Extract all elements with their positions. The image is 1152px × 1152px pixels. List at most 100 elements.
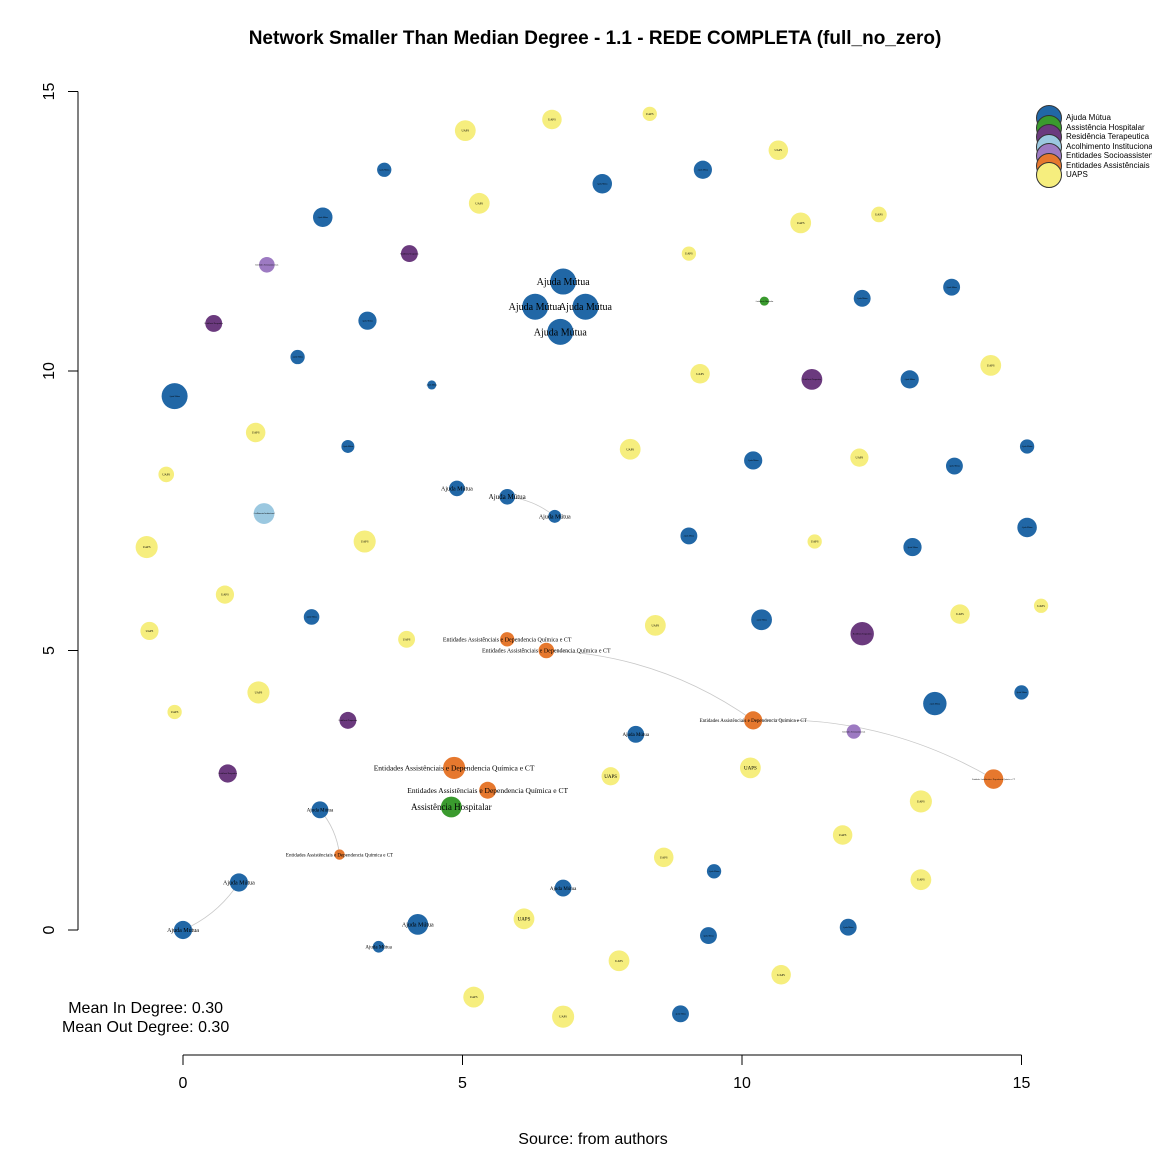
node-uaps: [140, 621, 159, 641]
node-ajuda-m-tua: [680, 527, 698, 545]
node-label: Ajuda Mútua: [317, 216, 328, 219]
node-label: Ajuda Mútua: [756, 618, 767, 621]
node-uaps: [601, 767, 620, 786]
node-label: UAPS: [361, 540, 369, 544]
node-label: UAPS: [171, 710, 179, 714]
node-ajuda-m-tua: [303, 609, 320, 625]
node-uaps: [463, 986, 485, 1008]
node-uaps: [832, 825, 853, 845]
node-entidades-assist-nciais-e-dependencia-qu-mica-e-ct: [500, 632, 515, 647]
node-label: Ajuda Mútua: [698, 168, 709, 171]
node-label: Entidades Assistênciais e Dependencia Qu…: [482, 649, 611, 655]
node-label: Residência Terapeutica: [204, 323, 223, 325]
node-uaps: [158, 466, 175, 483]
node-uaps: [690, 364, 710, 384]
node-ajuda-m-tua: [290, 349, 305, 365]
node-label: Entidades Socioassistenciais: [842, 731, 865, 733]
source-caption: Source: from authors: [518, 1131, 668, 1148]
node-label: UAPS: [660, 855, 668, 859]
node-uaps: [454, 120, 476, 142]
node-label: UAPS: [559, 1015, 567, 1019]
node-label: UAPS: [956, 612, 964, 616]
node-label: Ajuda Mútua: [1022, 445, 1033, 448]
node-label: Ajuda Mútua: [509, 302, 563, 313]
node-label: UAPS: [839, 833, 847, 837]
node-label: Ajuda Mútua: [292, 356, 303, 359]
node-ajuda-m-tua: [313, 207, 333, 228]
node-uaps: [353, 530, 376, 553]
node-label: Ajuda Mútua: [306, 616, 317, 619]
node-label: Ajuda Mútua: [946, 286, 957, 289]
node-ajuda-m-tua: [700, 927, 717, 945]
node-label: UAPS: [255, 690, 263, 694]
node-uaps: [739, 757, 761, 779]
network-edge: [753, 719, 994, 780]
node-label: Entidades Assistênciais e Dependencia Qu…: [972, 778, 1016, 781]
node-entidades-socioassistenciais: [259, 256, 275, 273]
node-uaps: [245, 422, 266, 443]
node-resid-ncia-terapeutica: [218, 764, 237, 783]
node-resid-ncia-terapeutica: [339, 711, 357, 729]
node-label: Ajuda Mútua: [904, 378, 915, 381]
node-ajuda-m-tua: [377, 162, 392, 177]
node-ajuda-m-tua: [173, 920, 193, 940]
node-uaps: [247, 681, 270, 704]
node-uaps: [552, 1005, 575, 1028]
node-entidades-assist-nciais-e-dependencia-qu-mica-e-ct: [538, 642, 555, 659]
node-label: Assistência Hospitalar: [411, 802, 492, 812]
node-label: Ajuda Mútua: [550, 887, 577, 892]
node-entidades-assist-nciais-e-dependencia-qu-mica-e-ct: [334, 849, 345, 860]
node-label: Ajuda Mútua: [559, 302, 613, 313]
nodes: [135, 106, 1049, 1028]
y-tick-label: 15: [41, 83, 58, 101]
node-ajuda-m-tua: [744, 451, 763, 470]
node-uaps: [681, 246, 697, 261]
node-ajuda-m-tua: [672, 1005, 689, 1023]
node-ajuda-m-tua: [548, 509, 562, 523]
node-label: UAPS: [221, 593, 229, 597]
node-label: Residência Terapeutica: [218, 773, 237, 775]
node-ajuda-m-tua: [900, 370, 919, 389]
node-resid-ncia-terapeutica: [850, 622, 874, 646]
node-entidades-assist-nciais-e-dependencia-qu-mica-e-ct: [983, 769, 1004, 789]
chart-title: Network Smaller Than Median Degree - 1.1…: [248, 28, 942, 49]
node-uaps: [513, 908, 535, 930]
node-label: Ajuda Mútua: [534, 327, 588, 338]
node-uaps: [790, 212, 812, 234]
node-entidades-assist-nciais-e-dependencia-qu-mica-e-ct: [443, 756, 466, 779]
node-ajuda-m-tua: [853, 289, 871, 307]
node-label: Ajuda Mútua: [857, 297, 868, 300]
node-label: UAPS: [856, 456, 864, 460]
node-label: Residência Terapeutica: [400, 253, 419, 255]
node-label: Ajuda Mútua: [709, 870, 720, 873]
node-label: UAPS: [811, 540, 819, 544]
node-label: Ajuda Mútua: [379, 168, 390, 171]
node-label: UAPS: [403, 637, 411, 641]
node-ajuda-m-tua: [499, 488, 516, 505]
node-uaps: [398, 630, 416, 648]
node-label: UAPS: [162, 472, 170, 476]
node-label: Ajuda Mútua: [1022, 526, 1033, 529]
node-uaps: [871, 206, 887, 223]
y-tick-label: 5: [41, 646, 58, 655]
node-label: UAPS: [744, 767, 757, 772]
node-label: Assistência Hospitalar: [755, 300, 773, 303]
node-label: Ajuda Mútua: [930, 702, 941, 705]
legend-label: Residência Terapeutica: [1066, 132, 1150, 141]
node-uaps: [542, 109, 562, 130]
node-label: UAPS: [470, 995, 478, 999]
node-ajuda-m-tua: [358, 311, 377, 330]
node-ajuda-m-tua: [229, 873, 248, 892]
node-label: UAPS: [475, 201, 483, 205]
node-label: UAPS: [461, 129, 469, 133]
node-label: Ajuda Mútua: [343, 445, 354, 448]
node-assist-ncia-hospitalar: [759, 296, 769, 306]
node-ajuda-m-tua: [693, 160, 712, 179]
node-label: Residência Terapeutica: [339, 720, 358, 722]
node-ajuda-m-tua: [751, 609, 772, 631]
node-uaps: [608, 950, 630, 972]
node-label: UAPS: [774, 148, 782, 152]
legend-symbol: [1036, 162, 1062, 188]
edges: [182, 496, 994, 931]
